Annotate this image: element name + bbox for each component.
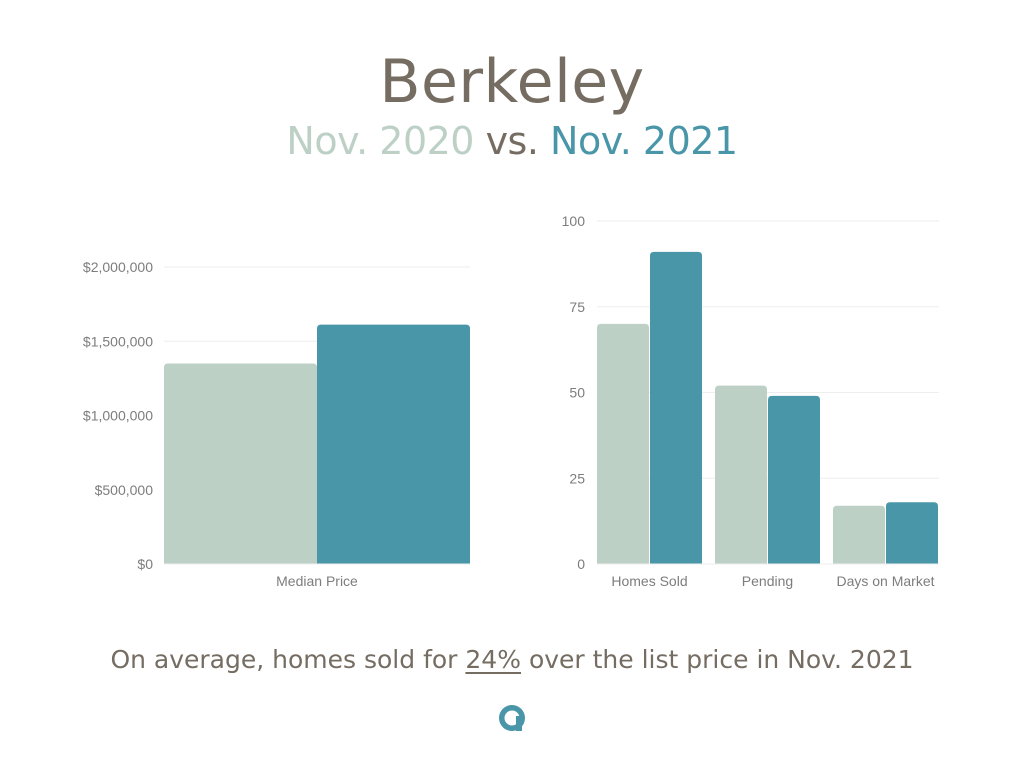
x-tick-label: Pending xyxy=(742,573,793,589)
bar-pending-nov-2021 xyxy=(768,395,820,564)
y-tick-label: 50 xyxy=(569,385,585,401)
bar-homes-sold-nov-2020 xyxy=(597,323,649,564)
bar-pending-nov-2020 xyxy=(715,385,767,564)
a-logo-icon xyxy=(499,705,525,731)
summary-prefix: On average, homes sold for xyxy=(110,645,458,674)
y-tick-label: 75 xyxy=(569,299,585,315)
summary-text: On average, homes sold for 24% over the … xyxy=(0,642,1024,678)
subtitle-vs: vs. xyxy=(485,119,539,163)
x-tick-label: Median Price xyxy=(276,573,358,589)
y-tick-label: 25 xyxy=(569,470,585,486)
y-tick-label: $1,000,000 xyxy=(83,408,153,424)
y-tick-label: 100 xyxy=(562,213,586,229)
y-tick-label: $500,000 xyxy=(95,482,154,498)
y-tick-label: $0 xyxy=(137,556,153,572)
bar-median-price-nov-2021 xyxy=(317,324,470,564)
subtitle-current-period: Nov. 2021 xyxy=(550,119,738,163)
y-tick-label: $2,000,000 xyxy=(83,259,153,275)
bar-days-on-market-nov-2021 xyxy=(886,502,938,564)
x-tick-label: Days on Market xyxy=(836,573,934,589)
summary-suffix: over the list price in Nov. 2021 xyxy=(528,645,914,674)
y-tick-label: 0 xyxy=(577,556,585,572)
summary-highlight: 24% xyxy=(465,645,521,674)
subtitle-prev-period: Nov. 2020 xyxy=(286,119,474,163)
x-tick-label: Homes Sold xyxy=(611,573,687,589)
bar-homes-sold-nov-2021 xyxy=(650,251,702,564)
bar-days-on-market-nov-2020 xyxy=(833,505,885,564)
page-title: Berkeley xyxy=(379,47,645,117)
bar-median-price-nov-2020 xyxy=(164,363,317,564)
y-tick-label: $1,500,000 xyxy=(83,333,153,349)
page-subtitle: Nov. 2020 vs. Nov. 2021 xyxy=(0,118,1024,164)
